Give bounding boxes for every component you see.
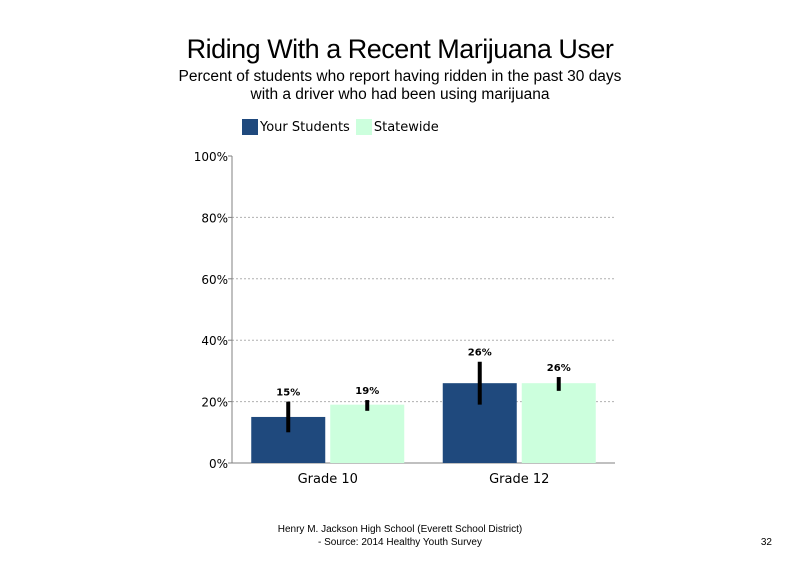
legend-label-statewide: Statewide: [373, 119, 439, 135]
bar-statewide: [330, 404, 405, 463]
subtitle-line-1: Percent of students who report having ri…: [178, 68, 622, 85]
bar-statewide: [521, 383, 596, 463]
subtitle-line-2: with a driver who had been using marijua…: [250, 86, 550, 103]
y-tick-label: 60%: [201, 273, 228, 287]
footer-school: Henry M. Jackson High School (Everett Sc…: [277, 524, 523, 535]
legend-label-your-students: Your Students: [260, 119, 350, 135]
y-tick-label: 0%: [209, 457, 228, 471]
y-tick-label: 80%: [201, 211, 228, 225]
y-tick-label: 20%: [201, 396, 228, 410]
x-tick-label: Grade 12: [489, 472, 549, 487]
y-tick-label: 40%: [201, 334, 228, 348]
chart-subtitle: Percent of students who report having ri…: [170, 68, 630, 116]
footer-source: Henry M. Jackson High School (Everett Sc…: [200, 523, 600, 549]
chart-title: Riding With a Recent Marijuana User: [186, 34, 614, 64]
y-tick-label: 100%: [194, 150, 228, 164]
page-number: 32: [760, 537, 772, 548]
x-tick-label: Grade 10: [298, 472, 358, 487]
data-label: 26%: [468, 348, 492, 359]
footer-survey: - Source: 2014 Healthy Youth Survey: [318, 537, 482, 548]
legend-swatch-statewide: [355, 119, 372, 135]
data-label: 19%: [355, 386, 379, 397]
data-label: 15%: [276, 388, 300, 399]
legend-item-statewide: Statewide: [355, 119, 445, 135]
legend: Your Students Statewide: [242, 118, 445, 136]
legend-swatch-your-students: [242, 119, 258, 135]
legend-item-your-students: Your Students: [242, 119, 356, 135]
data-label: 26%: [547, 363, 571, 374]
